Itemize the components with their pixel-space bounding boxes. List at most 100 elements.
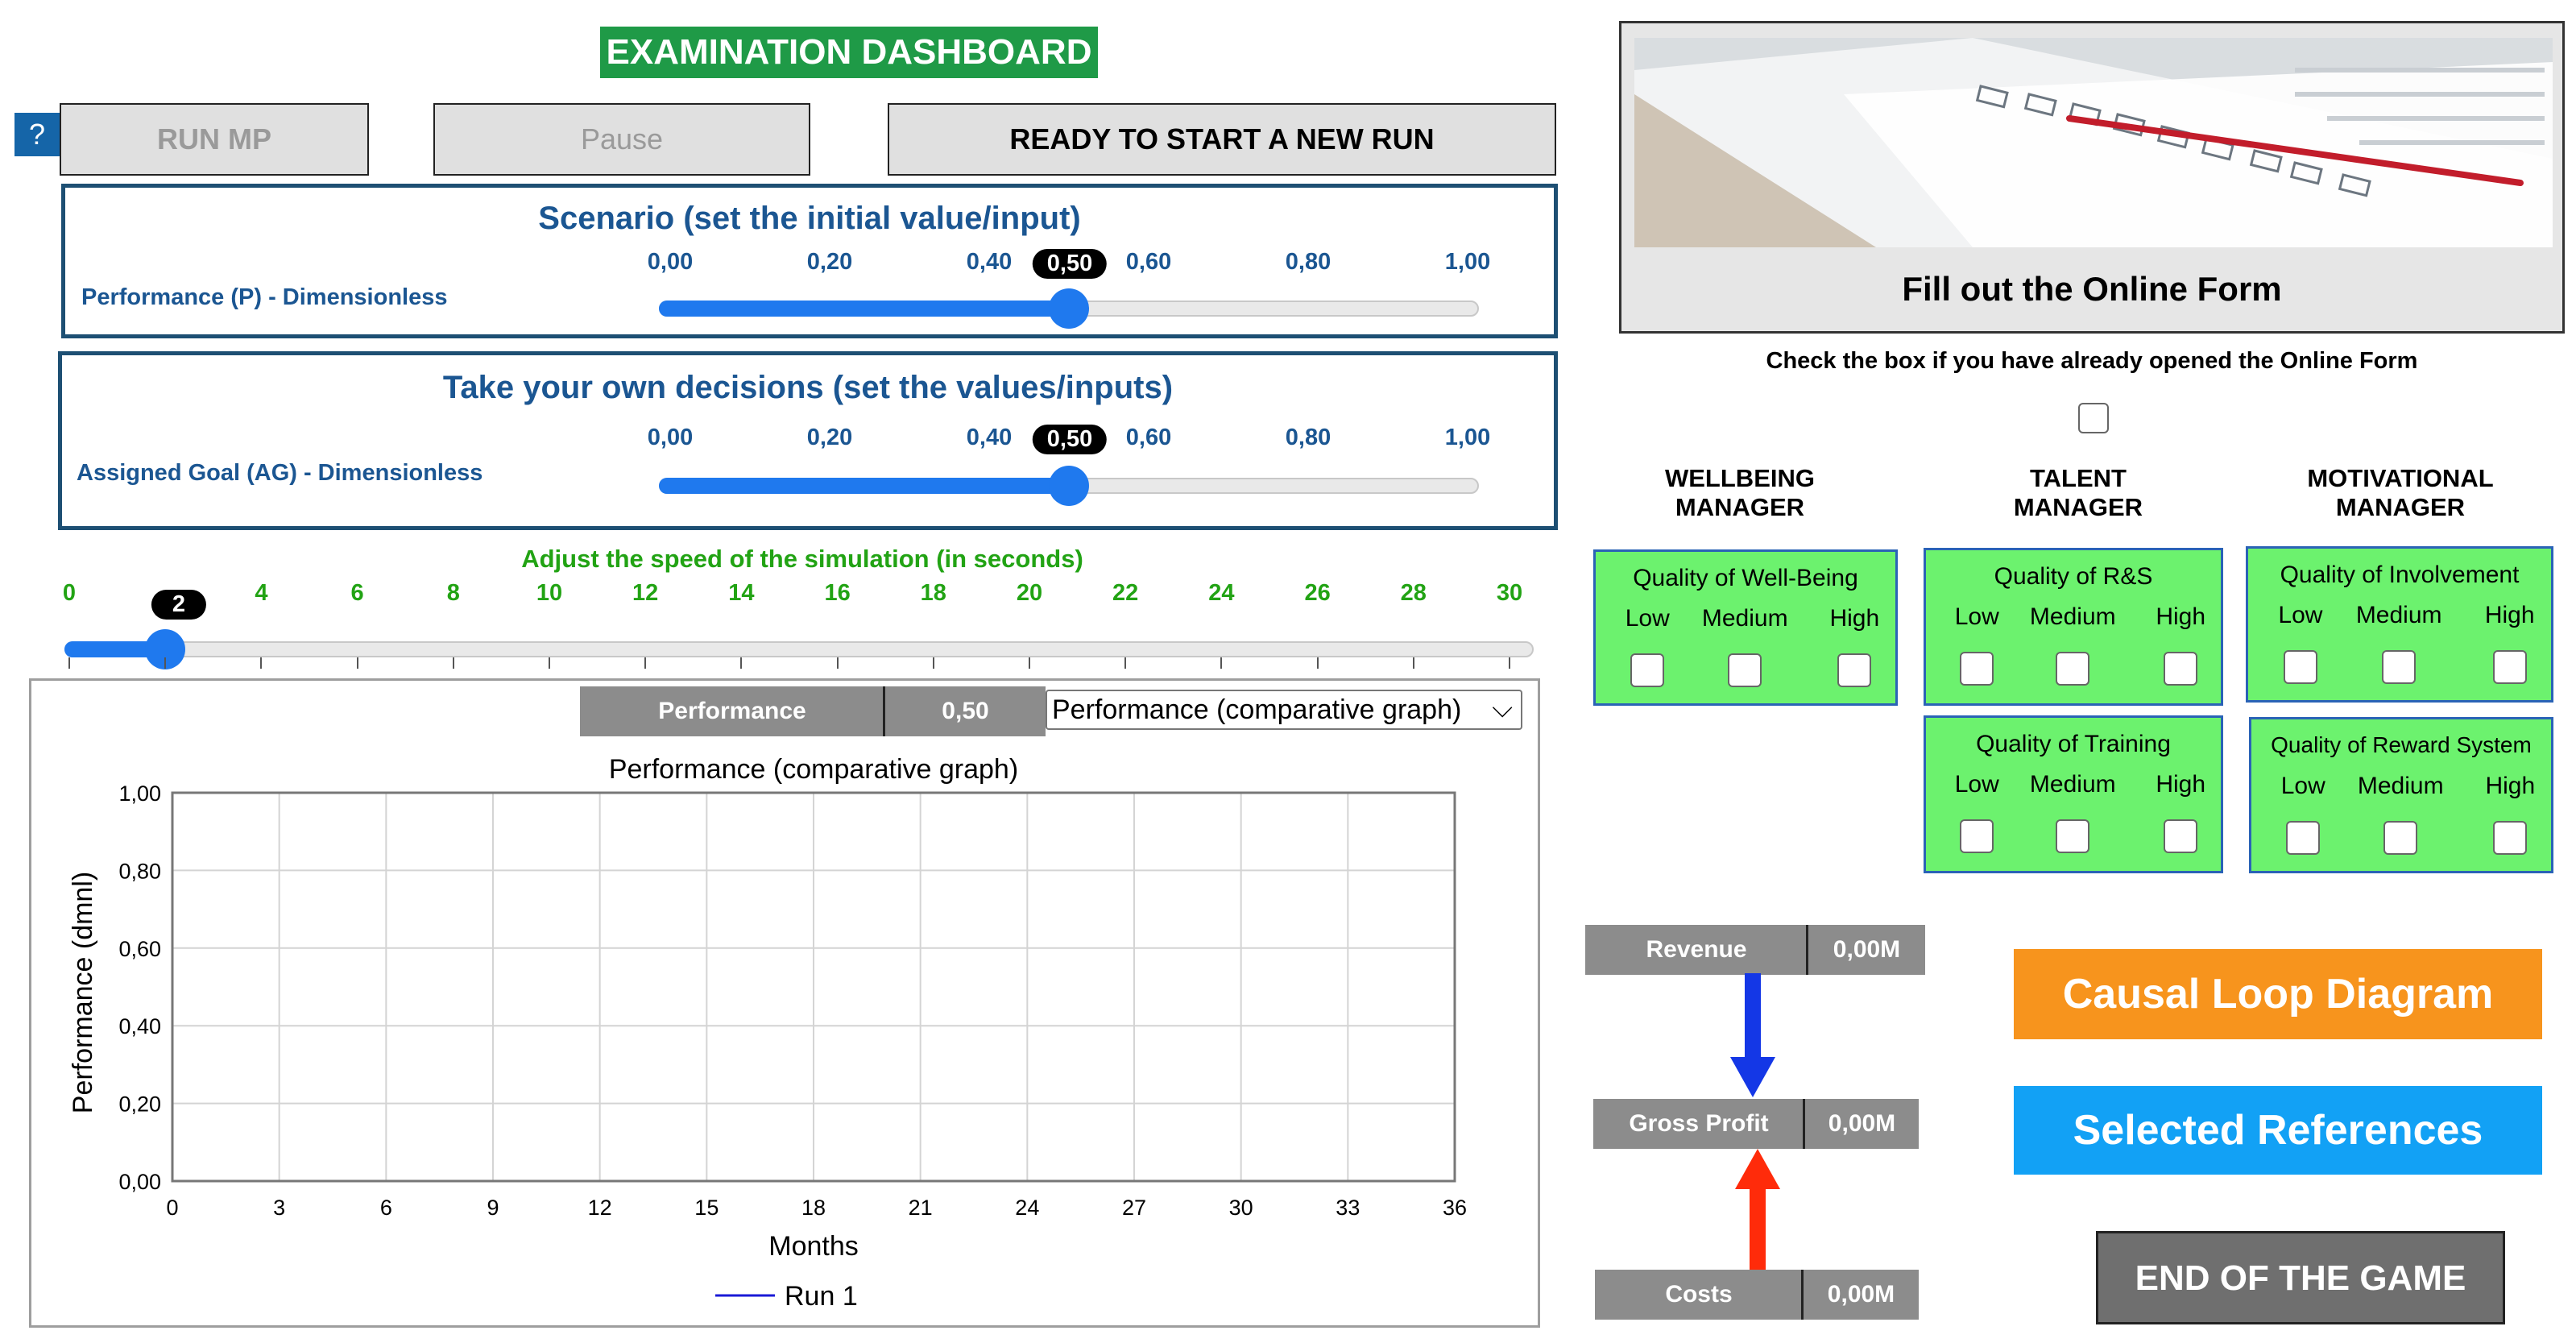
speed-scale-mark <box>1124 657 1127 669</box>
chart-ylabel: Performance (dmnl) <box>68 872 98 1113</box>
quality-training-low-checkbox[interactable] <box>1960 819 1994 853</box>
speed-tick-label: 28 <box>1400 580 1427 606</box>
online-form-prompt: Check the box if you have already opened… <box>1766 348 2418 374</box>
speed-slider-fill <box>64 641 166 657</box>
x-tick-label: 33 <box>1336 1196 1360 1220</box>
speed-tick-label: 14 <box>728 580 755 606</box>
speed-scale-mark <box>549 657 550 669</box>
scenario-tick-label: 0,40 <box>966 249 1013 275</box>
pause-button[interactable]: Pause <box>433 103 810 176</box>
new-run-button[interactable]: READY TO START A NEW RUN <box>888 103 1556 176</box>
speed-tick-label: 18 <box>920 580 946 606</box>
decisions-tick-label: 0,60 <box>1125 425 1172 450</box>
quality-level-label: Low <box>1954 603 1999 630</box>
talent-manager-heading: TALENT MANAGER <box>2013 464 2143 521</box>
costs-value: 0,00M <box>1801 1270 1919 1320</box>
speed-title: Adjust the speed of the simulation (in s… <box>521 545 1083 573</box>
quality-training-medium-checkbox[interactable] <box>2056 819 2090 853</box>
decisions-tick-label: 1,00 <box>1444 425 1491 450</box>
quality-reward-box: Quality of Reward System Low Medium High <box>2249 717 2553 873</box>
speed-value-pill: 2 <box>151 590 207 620</box>
revenue-label: Revenue <box>1585 925 1808 975</box>
end-of-game-button[interactable]: END OF THE GAME <box>2096 1231 2505 1324</box>
speed-scale-mark <box>932 657 934 669</box>
speed-scale-mark <box>836 657 839 669</box>
gross-profit-label: Gross Profit <box>1593 1099 1804 1149</box>
quality-title: Quality of Involvement <box>2280 562 2520 588</box>
speed-tick-label: 26 <box>1304 580 1331 606</box>
speed-tick-label: 10 <box>536 580 563 606</box>
quality-involvement-box: Quality of Involvement Low Medium High <box>2246 546 2553 703</box>
quality-level-label: Medium <box>1701 605 1788 632</box>
plot-area-border <box>171 791 1456 1183</box>
quality-level-label: Low <box>2280 773 2325 799</box>
decisions-title: Take your own decisions (set the values/… <box>442 370 1174 405</box>
y-tick-label: 0,00 <box>118 1170 161 1194</box>
quality-reward-medium-checkbox[interactable] <box>2383 821 2418 855</box>
speed-tick-label: 6 <box>350 580 364 606</box>
scenario-value-pill: 0,50 <box>1032 249 1108 279</box>
decisions-label: Assigned Goal (AG) - Dimensionless <box>77 460 483 486</box>
causal-loop-diagram-button[interactable]: Causal Loop Diagram <box>2014 949 2542 1039</box>
speed-scale-mark <box>164 657 167 669</box>
online-form-card[interactable]: Fill out the Online Form <box>1619 21 2565 334</box>
y-tick-label: 0,80 <box>118 859 161 883</box>
scenario-title: Scenario (set the initial value/input) <box>538 201 1081 236</box>
speed-tick-label: 8 <box>446 580 460 606</box>
quality-title: Quality of R&S <box>1994 563 2153 590</box>
graph-select[interactable]: Performance (comparative graph) ⌵ <box>1046 690 1522 730</box>
selected-references-button[interactable]: Selected References <box>2014 1086 2542 1175</box>
speed-scale-mark <box>260 657 263 669</box>
quality-wellbeing-medium-checkbox[interactable] <box>1728 653 1762 687</box>
graph-select-value: Performance (comparative graph) <box>1052 694 1462 725</box>
quality-rs-low-checkbox[interactable] <box>1960 652 1994 686</box>
scenario-slider-thumb[interactable] <box>1049 288 1089 329</box>
y-tick-label: 0,60 <box>118 937 161 961</box>
x-tick-label: 15 <box>694 1196 719 1220</box>
costs-arrow-icon <box>1735 1149 1780 1270</box>
help-button[interactable]: ? <box>14 113 60 156</box>
quality-level-label: Medium <box>2029 603 2116 630</box>
speed-scale-mark <box>740 657 743 669</box>
scenario-tick-label: 1,00 <box>1444 249 1491 275</box>
quality-wellbeing-high-checkbox[interactable] <box>1837 653 1872 687</box>
y-tick-label: 0,40 <box>118 1014 161 1038</box>
speed-scale-mark <box>1412 657 1414 669</box>
performance-chart: Performance (comparative graph) 0 3 6 9 12 15… <box>68 754 1467 1312</box>
quality-involvement-low-checkbox[interactable] <box>2283 650 2317 684</box>
quality-level-label: Medium <box>2355 602 2442 628</box>
quality-wellbeing-low-checkbox[interactable] <box>1630 653 1665 687</box>
chevron-down-icon: ⌵ <box>1492 693 1513 723</box>
speed-slider-track[interactable] <box>64 641 1534 657</box>
chart-title: Performance (comparative graph) <box>609 754 1018 785</box>
x-tick-label: 21 <box>909 1196 933 1220</box>
online-form-checkbox[interactable] <box>2078 403 2109 433</box>
quality-involvement-high-checkbox[interactable] <box>2492 650 2527 684</box>
quality-reward-low-checkbox[interactable] <box>2286 821 2321 855</box>
online-form-caption: Fill out the Online Form <box>1902 270 2282 308</box>
quality-reward-high-checkbox[interactable] <box>2493 821 2528 855</box>
quality-rs-medium-checkbox[interactable] <box>2056 652 2090 686</box>
decisions-tick-label: 0,20 <box>806 425 853 450</box>
decisions-slider-thumb[interactable] <box>1049 466 1089 506</box>
decisions-tick-label: 0,00 <box>647 425 694 450</box>
quality-wellbeing-box: Quality of Well-Being Low Medium High <box>1593 549 1898 706</box>
costs-label: Costs <box>1595 1270 1803 1320</box>
scenario-panel: Scenario (set the initial value/input) P… <box>61 184 1558 338</box>
quality-level-label: Low <box>1625 605 1670 632</box>
run-button[interactable]: RUN MP <box>60 103 369 176</box>
page-title: EXAMINATION DASHBOARD <box>600 27 1098 78</box>
x-tick-label: 9 <box>487 1196 499 1220</box>
scenario-slider-fill <box>659 301 1069 317</box>
speed-tick-label: 0 <box>62 580 77 606</box>
quality-involvement-medium-checkbox[interactable] <box>2382 650 2417 684</box>
x-tick-label: 3 <box>273 1196 285 1220</box>
speed-scale-mark <box>452 657 454 669</box>
speed-scale-mark <box>68 657 70 669</box>
x-tick-label: 6 <box>380 1196 392 1220</box>
quality-training-high-checkbox[interactable] <box>2164 819 2198 853</box>
speed-tick-label: 12 <box>632 580 659 606</box>
scenario-tick-label: 0,20 <box>806 249 853 275</box>
quality-rs-high-checkbox[interactable] <box>2164 652 2198 686</box>
speed-scale-mark <box>1316 657 1319 669</box>
